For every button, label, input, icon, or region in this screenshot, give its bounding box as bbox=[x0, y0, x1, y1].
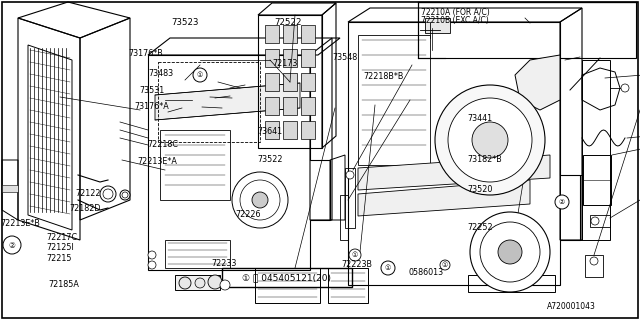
Text: ①: ① bbox=[197, 72, 203, 78]
Text: 72185A: 72185A bbox=[48, 280, 79, 289]
Text: 73483: 73483 bbox=[148, 69, 173, 78]
Text: 73176*A: 73176*A bbox=[134, 102, 169, 111]
Bar bbox=[265, 25, 279, 43]
Bar bbox=[283, 97, 297, 115]
Circle shape bbox=[100, 186, 116, 202]
Bar bbox=[158, 62, 260, 142]
Circle shape bbox=[435, 85, 545, 195]
Text: 73641: 73641 bbox=[257, 127, 282, 136]
Circle shape bbox=[555, 195, 569, 209]
Text: 72217C: 72217C bbox=[46, 233, 77, 242]
Text: 72252: 72252 bbox=[467, 223, 493, 232]
Circle shape bbox=[220, 280, 230, 290]
Text: 72218C: 72218C bbox=[147, 140, 178, 149]
Bar bbox=[265, 73, 279, 91]
Circle shape bbox=[148, 251, 156, 259]
Text: 72215: 72215 bbox=[46, 254, 72, 263]
Bar bbox=[255, 268, 320, 303]
Circle shape bbox=[621, 84, 629, 92]
Text: ①: ① bbox=[385, 265, 391, 271]
Bar bbox=[283, 73, 297, 91]
Circle shape bbox=[148, 261, 156, 269]
Bar bbox=[345, 168, 355, 228]
Circle shape bbox=[349, 249, 361, 261]
Circle shape bbox=[480, 222, 540, 282]
Text: ②: ② bbox=[559, 199, 565, 205]
Text: A720001043: A720001043 bbox=[547, 302, 596, 311]
Polygon shape bbox=[175, 275, 220, 290]
Text: 72122: 72122 bbox=[76, 189, 101, 198]
Bar bbox=[301, 121, 315, 139]
Text: 72213E*A: 72213E*A bbox=[138, 157, 177, 166]
Circle shape bbox=[591, 217, 599, 225]
Text: ①: ① bbox=[352, 252, 358, 258]
Circle shape bbox=[472, 122, 508, 158]
Circle shape bbox=[122, 192, 128, 198]
Polygon shape bbox=[358, 155, 550, 190]
Text: 73531: 73531 bbox=[140, 86, 164, 95]
Circle shape bbox=[240, 180, 280, 220]
Text: 73523: 73523 bbox=[172, 18, 199, 27]
Circle shape bbox=[470, 212, 550, 292]
Bar bbox=[328, 268, 368, 303]
Text: 0586013: 0586013 bbox=[408, 268, 444, 277]
Text: 72210A (FOR A/C): 72210A (FOR A/C) bbox=[421, 8, 490, 17]
Circle shape bbox=[193, 68, 207, 82]
Circle shape bbox=[590, 257, 598, 265]
Text: 72218B*B: 72218B*B bbox=[364, 72, 404, 81]
Text: 72182D: 72182D bbox=[69, 204, 100, 213]
Bar bbox=[283, 121, 297, 139]
Bar bbox=[301, 25, 315, 43]
Circle shape bbox=[346, 171, 354, 179]
Bar bbox=[265, 97, 279, 115]
Polygon shape bbox=[515, 55, 560, 110]
Bar bbox=[283, 49, 297, 67]
Circle shape bbox=[120, 190, 130, 200]
Circle shape bbox=[440, 260, 450, 270]
Text: 72125I: 72125I bbox=[46, 244, 74, 252]
Circle shape bbox=[252, 192, 268, 208]
Bar bbox=[301, 73, 315, 91]
Text: 72210B (EXC.A/C): 72210B (EXC.A/C) bbox=[421, 16, 489, 25]
Text: 72173: 72173 bbox=[272, 59, 298, 68]
Circle shape bbox=[381, 261, 395, 275]
Text: 73520: 73520 bbox=[467, 185, 493, 194]
Text: 72522: 72522 bbox=[274, 18, 301, 27]
Bar bbox=[265, 121, 279, 139]
Bar bbox=[301, 97, 315, 115]
Text: 73441: 73441 bbox=[467, 114, 492, 123]
Bar bbox=[301, 49, 315, 67]
Text: 73176*B: 73176*B bbox=[128, 49, 163, 58]
Bar bbox=[590, 215, 610, 227]
Text: 73522: 73522 bbox=[257, 156, 283, 164]
Circle shape bbox=[195, 278, 205, 288]
Text: ① Ⓢ 045405121(20): ① Ⓢ 045405121(20) bbox=[243, 273, 332, 282]
Circle shape bbox=[232, 172, 288, 228]
Bar bbox=[585, 255, 603, 277]
Circle shape bbox=[179, 277, 191, 289]
Bar bbox=[222, 268, 352, 287]
Bar bbox=[583, 155, 611, 205]
Circle shape bbox=[476, 264, 484, 272]
Text: ②: ② bbox=[8, 241, 15, 250]
Text: 73182*B: 73182*B bbox=[467, 155, 502, 164]
Circle shape bbox=[3, 236, 21, 254]
Text: 73548: 73548 bbox=[333, 53, 358, 62]
Circle shape bbox=[103, 189, 113, 199]
Circle shape bbox=[208, 275, 222, 289]
Circle shape bbox=[498, 240, 522, 264]
Bar bbox=[340, 195, 348, 240]
Polygon shape bbox=[155, 83, 300, 120]
Bar bbox=[283, 25, 297, 43]
Bar bbox=[265, 49, 279, 67]
Text: 72226: 72226 bbox=[236, 210, 261, 219]
Polygon shape bbox=[358, 180, 530, 216]
Circle shape bbox=[448, 98, 532, 182]
Text: 72213E*B: 72213E*B bbox=[1, 219, 40, 228]
Text: 72233: 72233 bbox=[211, 259, 237, 268]
Text: 72223B: 72223B bbox=[341, 260, 372, 269]
Text: ①: ① bbox=[442, 262, 448, 268]
Polygon shape bbox=[2, 185, 18, 192]
Bar bbox=[425, 18, 450, 33]
